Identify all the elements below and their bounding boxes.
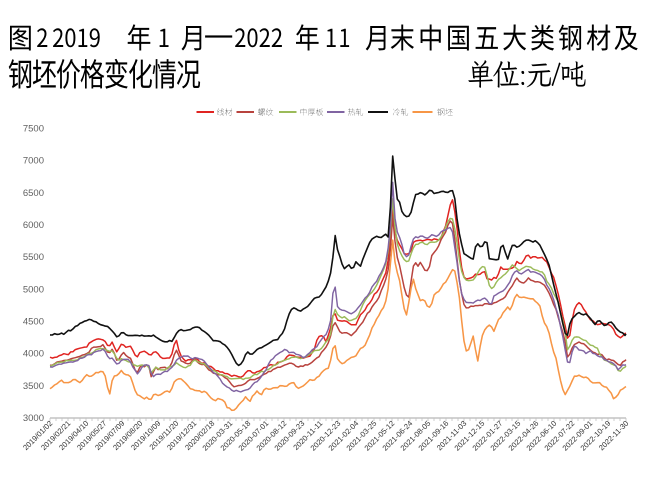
svg-text:6500: 6500 [23,188,44,199]
svg-text:7500: 7500 [23,124,44,135]
svg-text:5000: 5000 [23,284,44,295]
svg-text:5500: 5500 [23,252,44,263]
svg-text:4500: 4500 [23,317,44,328]
svg-text:4000: 4000 [23,349,44,360]
svg-text:3000: 3000 [23,413,44,424]
svg-text:6000: 6000 [23,220,44,231]
svg-text:7000: 7000 [23,156,44,167]
svg-text:3500: 3500 [23,381,44,392]
